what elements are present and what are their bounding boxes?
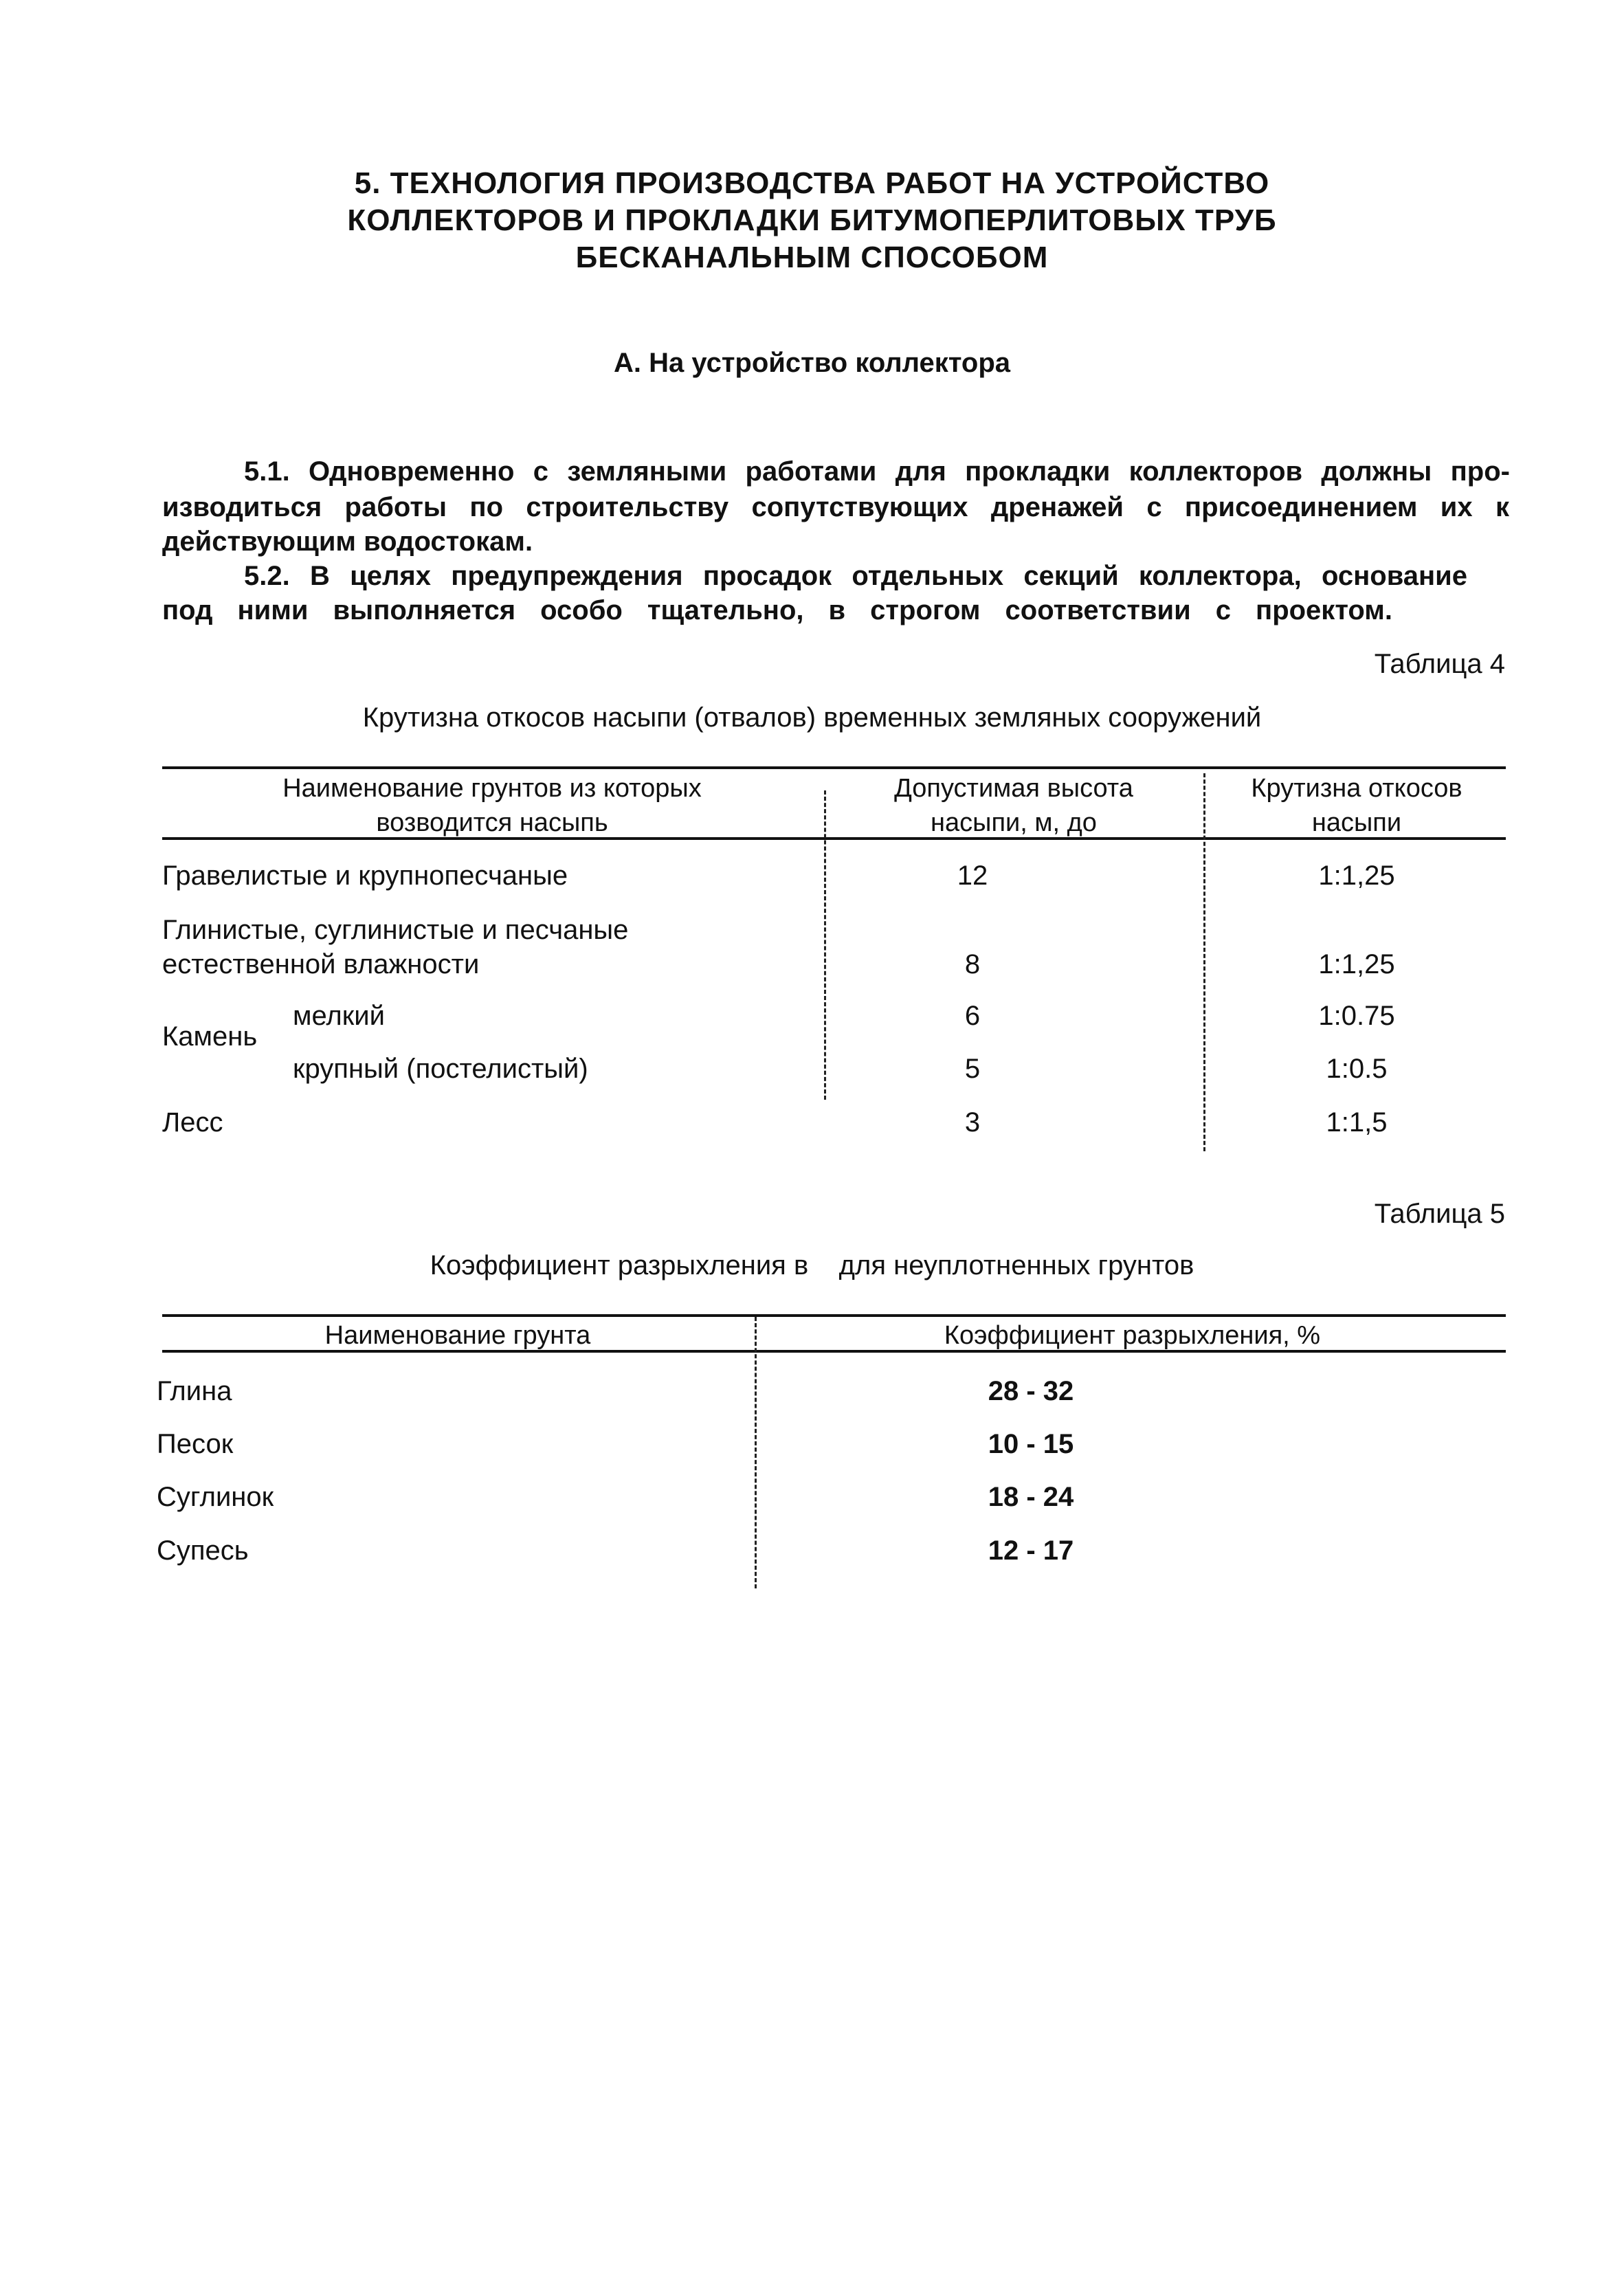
- slope-value: 1:1,25: [1318, 861, 1395, 891]
- header-cell: Крутизна откосов: [1251, 774, 1462, 803]
- soil-name: естественной влажности: [162, 949, 480, 979]
- soil-name: Супесь: [157, 1535, 249, 1566]
- height-value: 5: [964, 1054, 981, 1084]
- heading-line: 5. ТЕХНОЛОГИЯ ПРОИЗВОДСТВА РАБОТ НА УСТР…: [354, 166, 1270, 200]
- table-header-rule: [162, 837, 1506, 840]
- soil-group: Камень: [162, 1021, 258, 1052]
- paragraph-line: 5.2. В целях предупреждения просадок отд…: [244, 561, 1467, 591]
- heading-line: БЕСКАНАЛЬНЫМ СПОСОБОМ: [575, 241, 1049, 274]
- column-separator: [1203, 773, 1205, 1151]
- header-cell: насыпи: [1311, 808, 1402, 837]
- soil-name: Лесс: [162, 1107, 223, 1138]
- table-top-rule: [162, 766, 1506, 769]
- header-cell: Коэффициент разрыхления, %: [944, 1321, 1321, 1350]
- paragraph-line: действующим водостокам.: [162, 526, 533, 557]
- coefficient-value: 12 - 17: [988, 1535, 1074, 1566]
- height-value: 3: [964, 1107, 981, 1138]
- slope-value: 1:1,25: [1318, 949, 1395, 979]
- height-value: 6: [964, 1001, 981, 1031]
- coefficient-value: 18 - 24: [988, 1482, 1074, 1512]
- coefficient-value: 10 - 15: [988, 1429, 1074, 1459]
- table-label: Таблица 5: [1374, 1199, 1505, 1229]
- soil-name: крупный (постелистый): [293, 1054, 588, 1084]
- paragraph-line: изводиться работы по строительству сопут…: [162, 492, 1509, 522]
- soil-name: Суглинок: [157, 1482, 274, 1512]
- paragraph-line: 5.1. Одновременно с земляными работами д…: [244, 456, 1510, 487]
- table-caption: Крутизна откосов насыпи (отвалов) времен…: [362, 702, 1262, 733]
- header-cell: Наименование грунтов из которых: [282, 774, 702, 803]
- coefficient-value: 28 - 32: [988, 1376, 1074, 1406]
- table-label: Таблица 4: [1374, 649, 1505, 679]
- table-top-rule: [162, 1314, 1506, 1317]
- height-value: 12: [957, 861, 988, 891]
- soil-name: мелкий: [293, 1001, 385, 1031]
- subheading: А. На устройство коллектора: [613, 348, 1010, 378]
- slope-value: 1:0.5: [1326, 1054, 1388, 1084]
- header-cell: возводится насыпь: [376, 808, 608, 837]
- table-header-rule: [162, 1350, 1506, 1353]
- column-separator: [824, 790, 826, 1100]
- paragraph-line: под ними выполняется особо тщательно, в …: [162, 595, 1392, 625]
- slope-value: 1:0.75: [1318, 1001, 1395, 1031]
- header-cell: Допустимая высота: [894, 774, 1133, 803]
- heading-line: КОЛЛЕКТОРОВ И ПРОКЛАДКИ БИТУМОПЕРЛИТОВЫХ…: [347, 203, 1277, 237]
- soil-name: Глина: [157, 1376, 232, 1406]
- slope-value: 1:1,5: [1326, 1107, 1388, 1138]
- header-cell: Наименование грунта: [324, 1321, 591, 1350]
- column-separator: [755, 1317, 757, 1588]
- table-caption: Коэффициент разрыхления в для неуплотнен…: [430, 1250, 1194, 1280]
- height-value: 8: [964, 949, 981, 979]
- soil-name: Песок: [157, 1429, 234, 1459]
- soil-name: Гравелистые и крупнопесчаные: [162, 861, 568, 891]
- soil-name: Глинистые, суглинистые и песчаные: [162, 915, 629, 945]
- header-cell: насыпи, м, до: [931, 808, 1097, 837]
